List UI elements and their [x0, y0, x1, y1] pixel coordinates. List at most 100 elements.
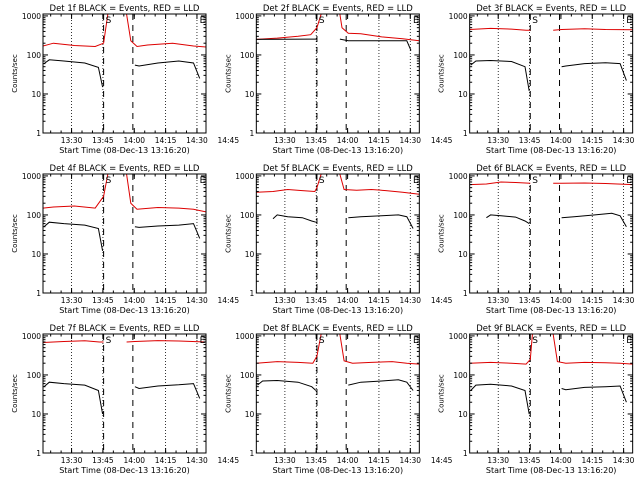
panel-title: Det 4f BLACK = Events, RED = LLD: [50, 164, 200, 174]
y-tick-label: 10: [31, 250, 41, 259]
series-group: [256, 174, 420, 229]
lld-series-line: [339, 14, 420, 42]
events-series-line: [43, 381, 104, 415]
series-group: [43, 14, 206, 88]
x-tick-label: 14:00: [337, 296, 359, 305]
x-tick-label: 14:00: [337, 136, 359, 145]
series-group: [43, 174, 206, 251]
x-tick-label: 13:45: [519, 136, 541, 145]
detector-panel: Det 4f BLACK = Events, RED = LLD S E 1 10 100…: [11, 164, 239, 315]
x-tick-label: 14:45: [217, 456, 239, 465]
events-series-line: [561, 385, 627, 403]
x-tick-label: 14:00: [550, 456, 572, 465]
y-axis-label: Counts/sec: [224, 54, 232, 93]
lld-series-line: [256, 334, 322, 364]
y-axis-label: Counts/sec: [224, 214, 232, 253]
series-group: [256, 334, 420, 391]
events-series-line: [134, 223, 201, 239]
y-tick-label: 1: [463, 129, 468, 138]
y-tick-label: 10: [31, 90, 41, 99]
y-axis-label: Counts/sec: [11, 54, 19, 93]
x-tick-label: 14:45: [431, 296, 453, 305]
lld-series-line: [256, 174, 322, 193]
end-marker-label: E: [626, 336, 632, 346]
x-tick-label: 14:00: [337, 456, 359, 465]
x-tick-label: 14:15: [155, 136, 177, 145]
x-tick-label: 13:45: [92, 296, 114, 305]
events-series-line: [470, 59, 530, 91]
detector-panel: Det 6f BLACK = Events, RED = LLD S E 1 10 100…: [438, 164, 635, 315]
events-series-line: [348, 379, 414, 391]
x-tick-label: 14:30: [186, 136, 208, 145]
events-series-line: [339, 38, 412, 51]
start-marker-label: S: [319, 336, 325, 346]
x-axis-label: Start Time (08-Dec-13 13:16:20): [486, 146, 617, 155]
plot-frame: [255, 333, 420, 454]
end-marker-label: E: [200, 16, 206, 26]
start-marker-label: S: [319, 16, 325, 26]
series-group: [43, 340, 206, 415]
plot-frame: [469, 333, 634, 454]
y-axis-label: Counts/sec: [11, 374, 19, 413]
events-series-line: [134, 60, 201, 79]
events-series-line: [134, 383, 201, 399]
lld-series-line: [339, 174, 420, 195]
events-series-line: [348, 214, 414, 229]
end-marker-label: E: [200, 336, 206, 346]
detector-panel: Det 8f BLACK = Events, RED = LLD S E 1 10 100…: [224, 324, 452, 475]
y-tick-label: 10: [458, 250, 468, 259]
end-marker-label: E: [626, 16, 632, 26]
lld-series-line: [469, 181, 531, 186]
x-tick-label: 14:30: [399, 456, 421, 465]
y-tick-label: 10: [245, 410, 255, 419]
x-tick-label: 14:00: [550, 136, 572, 145]
y-tick-label: 10: [458, 90, 468, 99]
detector-panel: Det 9f BLACK = Events, RED = LLD S E 1 10 100…: [438, 324, 635, 475]
lld-series-line: [126, 174, 206, 213]
events-series-line: [561, 212, 627, 227]
y-axis-label: Counts/sec: [438, 54, 446, 93]
x-tick-label: 14:15: [581, 296, 603, 305]
x-tick-label: 13:30: [61, 136, 83, 145]
y-tick-label: 1: [250, 129, 255, 138]
y-tick-label: 1000: [22, 332, 41, 341]
y-axis-label: Counts/sec: [438, 374, 446, 413]
x-tick-label: 14:15: [155, 296, 177, 305]
panel-title: Det 6f BLACK = Events, RED = LLD: [476, 164, 626, 174]
x-tick-label: 14:00: [550, 296, 572, 305]
x-tick-label: 14:15: [581, 136, 603, 145]
x-tick-label: 14:30: [613, 136, 635, 145]
x-tick-label: 13:30: [487, 136, 509, 145]
y-axis-label: Counts/sec: [11, 214, 19, 253]
x-tick-label: 13:30: [61, 296, 83, 305]
detector-panel: Det 7f BLACK = Events, RED = LLD S E 1 10 100…: [11, 324, 239, 475]
y-tick-label: 100: [240, 51, 255, 60]
y-tick-label: 1000: [235, 172, 254, 181]
y-tick-label: 100: [453, 211, 468, 220]
plot-frame: [469, 173, 634, 294]
end-marker-label: E: [626, 176, 632, 186]
series-group: [469, 334, 633, 415]
y-tick-label: 1000: [22, 12, 41, 21]
y-tick-label: 1000: [235, 12, 254, 21]
panel-title: Det 9f BLACK = Events, RED = LLD: [476, 324, 626, 334]
x-tick-label: 13:45: [305, 456, 327, 465]
plot-frame: [255, 13, 420, 134]
lld-series-line: [552, 334, 633, 365]
x-axis-label: Start Time (08-Dec-13 13:16:20): [59, 146, 190, 155]
lld-series-line: [43, 14, 109, 48]
x-axis-label: Start Time (08-Dec-13 13:16:20): [486, 306, 617, 315]
y-tick-label: 1000: [235, 332, 254, 341]
lld-series-line: [469, 334, 533, 365]
start-marker-label: S: [106, 16, 112, 26]
detector-panel: Det 3f BLACK = Events, RED = LLD S E 1 10 100…: [438, 4, 635, 155]
y-tick-label: 1: [250, 449, 255, 458]
panel-title: Det 8f BLACK = Events, RED = LLD: [263, 324, 413, 334]
start-marker-label: S: [319, 176, 325, 186]
y-tick-label: 100: [27, 51, 42, 60]
x-tick-label: 14:15: [581, 456, 603, 465]
plot-frame: [469, 13, 634, 134]
lld-series-line: [126, 340, 206, 343]
